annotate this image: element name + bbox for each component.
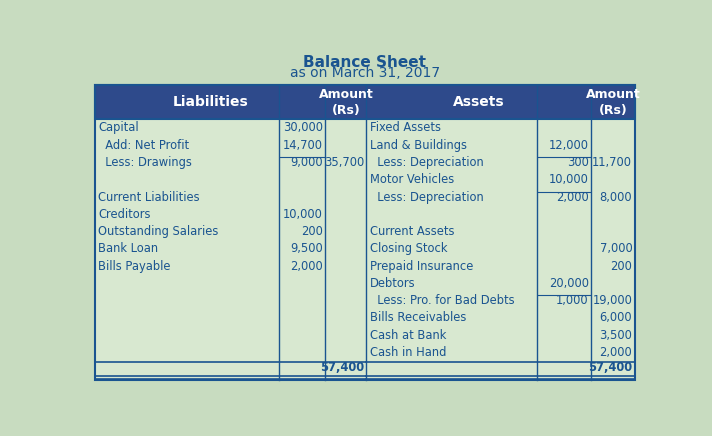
Text: Closing Stock: Closing Stock: [370, 242, 447, 255]
Text: Land & Buildings: Land & Buildings: [370, 139, 466, 152]
Text: 11,700: 11,700: [592, 156, 632, 169]
Text: 20,000: 20,000: [549, 277, 589, 290]
Text: 7,000: 7,000: [600, 242, 632, 255]
Text: 2,000: 2,000: [290, 259, 323, 272]
Text: 9,500: 9,500: [290, 242, 323, 255]
Text: Current Assets: Current Assets: [370, 225, 454, 238]
Text: Less: Depreciation: Less: Depreciation: [370, 191, 483, 204]
Text: Bank Loan: Bank Loan: [98, 242, 159, 255]
Text: Motor Vehicles: Motor Vehicles: [370, 173, 454, 186]
Text: Less: Drawings: Less: Drawings: [98, 156, 192, 169]
Bar: [95, 85, 634, 380]
Text: Prepaid Insurance: Prepaid Insurance: [370, 259, 473, 272]
Text: 10,000: 10,000: [283, 208, 323, 221]
Text: Current Liabilities: Current Liabilities: [98, 191, 200, 204]
Text: 1,000: 1,000: [556, 294, 589, 307]
Text: Less: Depreciation: Less: Depreciation: [370, 156, 483, 169]
Text: Fixed Assets: Fixed Assets: [370, 122, 441, 134]
Text: 200: 200: [301, 225, 323, 238]
Text: 2,000: 2,000: [600, 346, 632, 359]
Text: 8,000: 8,000: [600, 191, 632, 204]
Text: Balance Sheet: Balance Sheet: [303, 55, 426, 70]
Text: 2,000: 2,000: [556, 191, 589, 204]
Text: Add: Net Profit: Add: Net Profit: [98, 139, 189, 152]
Bar: [95, 85, 634, 119]
Text: 9,000: 9,000: [290, 156, 323, 169]
Text: 19,000: 19,000: [592, 294, 632, 307]
Text: Assets: Assets: [453, 95, 505, 109]
Text: Capital: Capital: [98, 122, 139, 134]
Text: as on March 31, 2017: as on March 31, 2017: [290, 66, 440, 80]
Text: 10,000: 10,000: [549, 173, 589, 186]
Text: 3,500: 3,500: [600, 329, 632, 342]
Text: 6,000: 6,000: [600, 311, 632, 324]
Text: Bills Payable: Bills Payable: [98, 259, 171, 272]
Bar: [367, 85, 634, 119]
Text: Cash in Hand: Cash in Hand: [370, 346, 446, 359]
Text: Outstanding Salaries: Outstanding Salaries: [98, 225, 219, 238]
Text: 57,400: 57,400: [588, 361, 632, 374]
Text: Creditors: Creditors: [98, 208, 151, 221]
Text: Amount
(Rs): Amount (Rs): [318, 88, 373, 117]
Text: Amount
(Rs): Amount (Rs): [585, 88, 640, 117]
Text: Cash at Bank: Cash at Bank: [370, 329, 446, 342]
Text: 14,700: 14,700: [283, 139, 323, 152]
Text: Debtors: Debtors: [370, 277, 415, 290]
Text: 300: 300: [567, 156, 589, 169]
Text: 30,000: 30,000: [283, 122, 323, 134]
Text: 35,700: 35,700: [324, 156, 364, 169]
Text: 57,400: 57,400: [320, 361, 364, 374]
Text: Liabilities: Liabilities: [172, 95, 248, 109]
Text: 200: 200: [610, 259, 632, 272]
Text: 12,000: 12,000: [549, 139, 589, 152]
Bar: [95, 85, 367, 119]
Text: Bills Receivables: Bills Receivables: [370, 311, 466, 324]
Text: Less: Pro. for Bad Debts: Less: Pro. for Bad Debts: [370, 294, 514, 307]
Bar: [95, 85, 634, 380]
